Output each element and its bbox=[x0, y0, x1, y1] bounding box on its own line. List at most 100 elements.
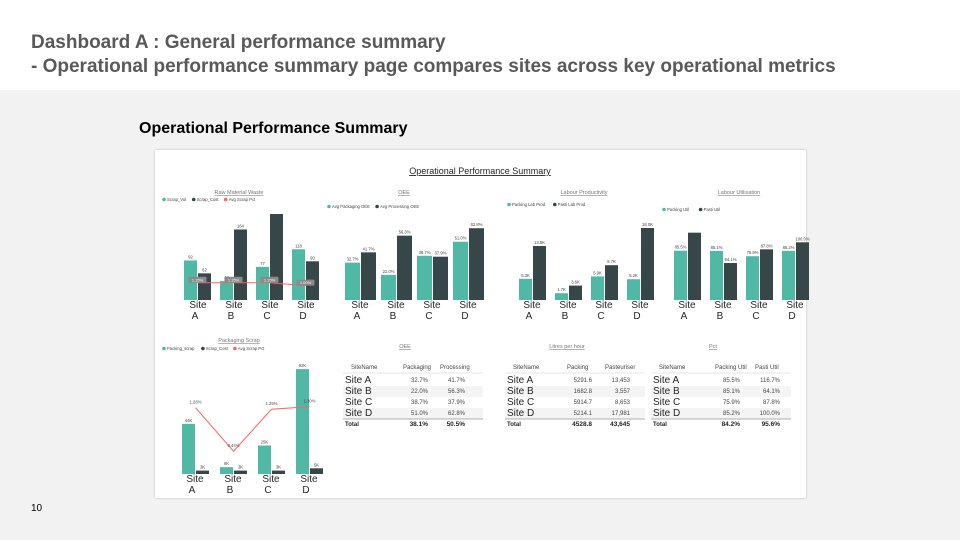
data-label: 85.5% bbox=[675, 245, 687, 250]
table-cell-value: 38.7% bbox=[411, 400, 429, 406]
table-header-2: Packaging bbox=[403, 365, 431, 371]
table-cell-value: 100.0% bbox=[760, 411, 781, 417]
legend-pasti-util: Pasti Util bbox=[704, 207, 721, 212]
bar-series2-4 bbox=[310, 468, 323, 474]
section-title: Operational Performance Summary bbox=[139, 120, 408, 137]
bar-series2-4 bbox=[641, 228, 654, 300]
data-label: 5.2K bbox=[629, 273, 638, 278]
data-label: 5.9K bbox=[593, 270, 602, 275]
category-label-1-suffix: A bbox=[354, 311, 361, 322]
category-label-2-suffix: B bbox=[562, 311, 569, 322]
data-label: 37.9% bbox=[435, 251, 447, 256]
table-cell-value: 8,653 bbox=[615, 400, 631, 406]
legend-dot bbox=[375, 204, 379, 209]
legend-scrap-cost: Scrap_Cost bbox=[197, 197, 220, 202]
line-label: 1.00% bbox=[300, 280, 312, 285]
slide-header: Dashboard A : General performance summar… bbox=[0, 0, 960, 90]
data-label: 3.6K bbox=[571, 280, 580, 285]
bar-series1-3 bbox=[746, 256, 759, 300]
table-row-band bbox=[651, 386, 791, 397]
bar-series1-2 bbox=[555, 293, 568, 300]
page-number: 10 bbox=[31, 503, 43, 514]
data-label: 6K bbox=[224, 461, 229, 466]
table-cell-value: 51.0% bbox=[411, 411, 429, 417]
bar-series1-1 bbox=[182, 423, 195, 474]
table-title: Litres per hour bbox=[549, 344, 585, 350]
category-label-3: Site bbox=[750, 300, 768, 311]
table-cell-site: Site D bbox=[653, 408, 680, 419]
bar-series1-4 bbox=[453, 241, 468, 300]
bar-series2-3 bbox=[433, 256, 448, 300]
table-cell-value: 64.1% bbox=[763, 389, 781, 395]
data-label: 92 bbox=[188, 254, 193, 259]
bar-series1-4 bbox=[296, 369, 309, 474]
category-label-1-suffix: A bbox=[192, 311, 199, 322]
table-row-band bbox=[505, 408, 645, 419]
category-label-3: Site bbox=[261, 300, 279, 311]
table-cell-value: 37.9% bbox=[448, 400, 466, 406]
data-label: 38.7% bbox=[419, 250, 431, 255]
line-label: 1.15% bbox=[192, 277, 204, 282]
category-label-1-suffix: A bbox=[681, 311, 688, 322]
bar-series2-1 bbox=[533, 246, 546, 300]
category-label-3-suffix: C bbox=[425, 311, 432, 322]
category-label-1: Site bbox=[351, 300, 369, 311]
table-total-value: 50.5% bbox=[447, 421, 466, 428]
legend-dot bbox=[507, 202, 511, 207]
data-label: 164 bbox=[237, 223, 245, 228]
bar-series2-2 bbox=[234, 470, 247, 474]
data-label: 13.5K bbox=[534, 240, 545, 245]
chart-title: Raw Material Waste bbox=[214, 190, 263, 196]
data-label: 5.3K bbox=[521, 273, 530, 278]
bar-series2-2 bbox=[397, 235, 412, 300]
bar-series2-2 bbox=[724, 263, 737, 300]
line-avg-scrap-pct bbox=[195, 406, 310, 452]
line-avg-scrap-pct bbox=[197, 282, 306, 287]
table-cell-value: 56.3% bbox=[448, 389, 466, 395]
bar-series1-3 bbox=[417, 255, 432, 300]
category-label-4: Site bbox=[631, 300, 649, 311]
data-label: 25K bbox=[261, 440, 269, 445]
category-label-1: Site bbox=[189, 300, 207, 311]
bar-series1-3 bbox=[258, 445, 271, 474]
table-cell-site: Site A bbox=[507, 375, 533, 386]
legend-dot bbox=[162, 346, 166, 351]
category-label-2: Site bbox=[225, 300, 243, 311]
dashboard-canvas: Operational Performance Summary Raw Mate… bbox=[162, 166, 810, 496]
table-header-3: Processing bbox=[440, 365, 470, 371]
legend-processing-oee: Avg Processing OEE bbox=[380, 204, 419, 209]
bar-series1-1 bbox=[345, 262, 360, 300]
bar-series2-1 bbox=[688, 232, 701, 300]
line-label: 1.15% bbox=[228, 277, 240, 282]
category-label-3-suffix: C bbox=[264, 485, 271, 496]
table-cell-value: 41.7% bbox=[448, 378, 466, 384]
table-row-band bbox=[343, 408, 483, 419]
legend-pasti-lab-prod: Pasti Lab Prod bbox=[558, 202, 586, 207]
data-label: 85.2% bbox=[783, 245, 795, 250]
bar-series2-3 bbox=[605, 265, 618, 300]
category-label-2: Site bbox=[559, 300, 577, 311]
category-label-2: Site bbox=[387, 300, 405, 311]
category-label-1: Site bbox=[678, 300, 696, 311]
bar-series1-4 bbox=[627, 279, 640, 300]
category-label-4-suffix: D bbox=[788, 311, 795, 322]
table-cell-value: 75.9% bbox=[723, 400, 741, 406]
table-row-band bbox=[343, 386, 483, 397]
slide-title: Dashboard A : General performance summar… bbox=[31, 32, 446, 53]
category-label-2-suffix: B bbox=[390, 311, 397, 322]
table-cell-value: 85.1% bbox=[723, 389, 741, 395]
legend-dot bbox=[698, 207, 703, 212]
data-label: 62 bbox=[202, 267, 207, 272]
bar-series2-3 bbox=[272, 470, 285, 474]
legend-dot bbox=[327, 204, 331, 209]
data-label: 87.8% bbox=[761, 243, 773, 248]
legend-packing-lab-prod: Packing Lab Prod bbox=[512, 202, 546, 207]
data-label: 118 bbox=[295, 243, 302, 248]
line-label: 1.25% bbox=[266, 401, 278, 406]
table-cell-site: Site D bbox=[507, 408, 534, 419]
legend-packing-scrap: Packing_scrap bbox=[167, 346, 195, 351]
bar-series2-1 bbox=[361, 252, 376, 300]
data-label: 18.0K bbox=[642, 222, 653, 227]
table-header-3: Pasti Util bbox=[755, 365, 779, 371]
table-header-1: SiteName bbox=[513, 365, 540, 371]
